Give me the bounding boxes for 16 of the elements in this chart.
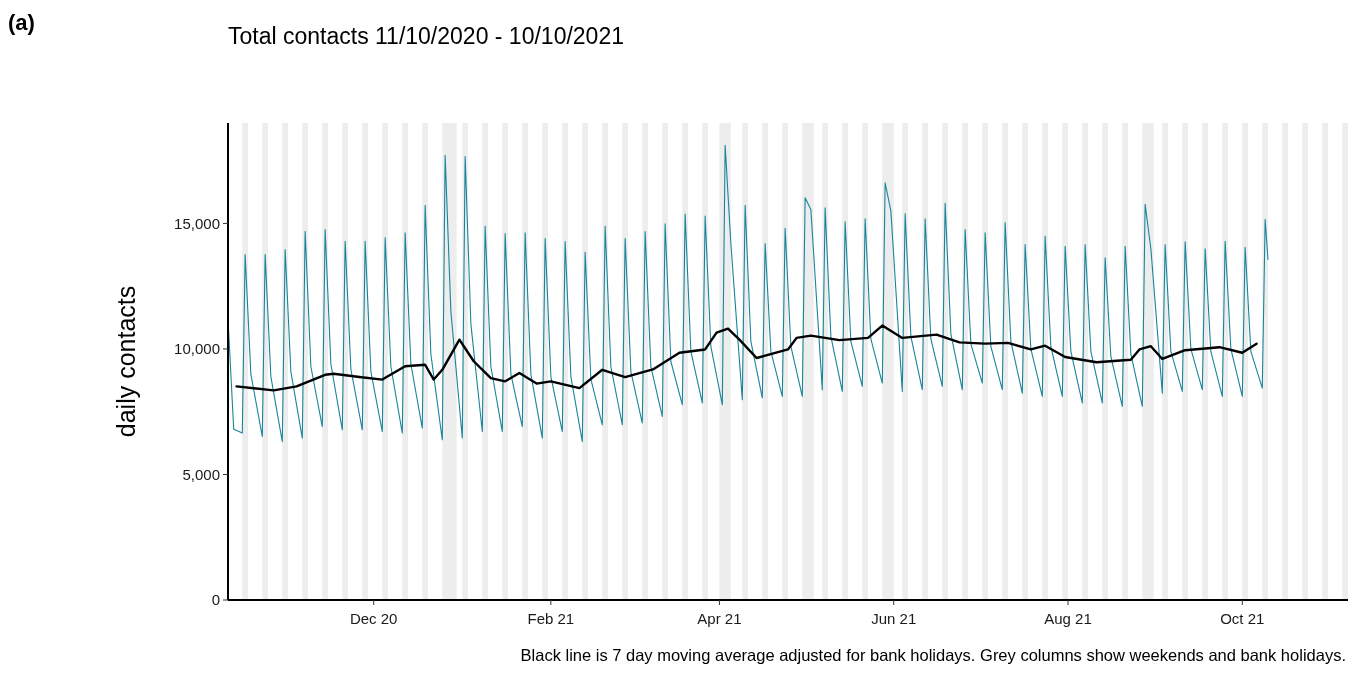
y-tick-label: 15,000 [174,214,220,232]
y-tick-label: 5,000 [182,465,220,483]
x-tick-label: Feb 21 [527,610,575,627]
y-tick-label: 0 [211,591,220,609]
text: (a) [8,10,35,35]
chart-title: Total contacts 11/10/2020 - 10/10/2021 [228,23,624,49]
x-tick-label: Dec 20 [349,610,398,627]
x-tick-label: Jun 21 [871,610,917,627]
line-series [227,144,1269,443]
y-tick-label: 10,000 [174,340,220,358]
x-tick-label: Oct 21 [1220,610,1265,627]
x-tick-label: Aug 21 [1044,610,1092,627]
text: Black line is 7 day moving average adjusted for bank holidays. Grey columns show weekends and bank holidays. [520,646,1346,664]
line-series [235,324,1258,392]
x-tick-label: Apr 21 [697,610,742,627]
y-axis-title: daily contacts [112,285,140,438]
